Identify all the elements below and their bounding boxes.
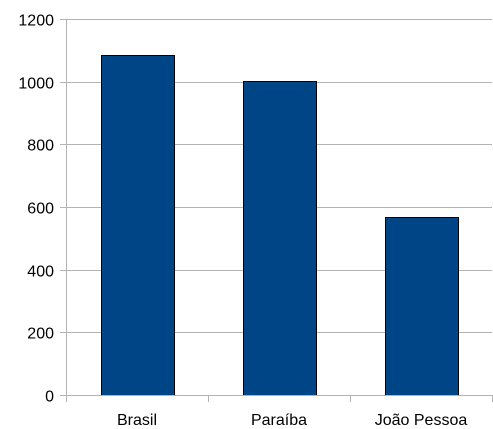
y-tick-label: 1200 (18, 13, 54, 30)
bars (101, 55, 459, 396)
x-tick-label: João Pessoa (375, 412, 468, 429)
x-tick-labels: Brasil Paraíba João Pessoa (117, 412, 467, 429)
y-tick-label: 200 (27, 326, 54, 343)
y-tick-label: 600 (27, 201, 54, 218)
y-tick-label: 0 (45, 389, 54, 406)
x-tick-label: Paraíba (251, 412, 307, 429)
x-tick-label: Brasil (117, 412, 157, 429)
bar-jo-o-pessoa (385, 217, 459, 396)
bar-brasil (101, 55, 175, 396)
y-tick-label: 800 (27, 138, 54, 155)
axes (60, 19, 493, 402)
y-tick-label: 1000 (18, 76, 54, 93)
bar-para-ba (243, 81, 317, 396)
y-tick-label: 400 (27, 264, 54, 281)
y-tick-labels: 0 200 400 600 800 1000 1200 (18, 13, 54, 406)
